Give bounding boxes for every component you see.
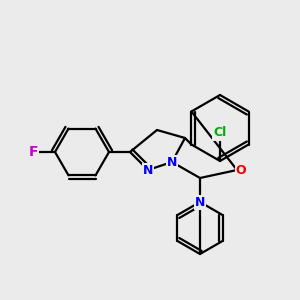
Text: N: N xyxy=(195,196,205,208)
Text: N: N xyxy=(143,164,153,176)
Text: N: N xyxy=(167,155,177,169)
Text: O: O xyxy=(236,164,246,176)
Text: Cl: Cl xyxy=(213,127,226,140)
Text: F: F xyxy=(28,145,38,159)
